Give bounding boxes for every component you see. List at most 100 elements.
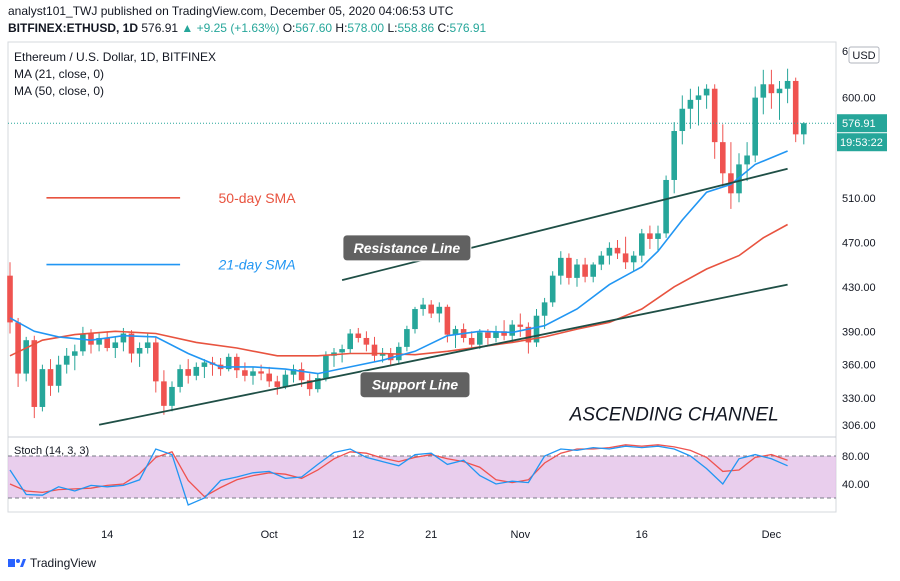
candle-body [655, 233, 661, 239]
candle-body [720, 142, 726, 174]
chart-legend-title[interactable]: Ethereum / U.S. Dollar, 1D, BITFINEX [14, 50, 217, 64]
low-label: L: [387, 21, 398, 35]
candle-body [47, 369, 54, 386]
x-tick-label: Dec [762, 529, 782, 541]
sma50-label: 50-day SMA [219, 190, 297, 206]
candle-body [15, 322, 21, 374]
open-label: O: [282, 21, 296, 35]
candle-body [31, 340, 38, 407]
candle-body [323, 355, 329, 379]
stoch-k-line [9, 445, 788, 506]
candle-body [169, 386, 175, 406]
ascending-channel-label: ASCENDING CHANNEL [569, 404, 779, 425]
candle-body [144, 342, 151, 348]
candle-body [517, 324, 524, 327]
candle-body [63, 355, 70, 365]
candle-body [622, 253, 629, 263]
candle-body [185, 369, 191, 376]
candle-body [420, 304, 426, 310]
high-label: H: [335, 21, 348, 35]
resistance-line [341, 167, 788, 281]
stoch-y-tick-label: 80.00 [842, 451, 870, 463]
ma50-line [9, 223, 788, 357]
ma21-line [9, 150, 788, 375]
candle-body [549, 275, 556, 303]
candle-body [752, 97, 758, 156]
open-value: 567.60 [295, 21, 333, 35]
legend-ma50[interactable]: MA (50, close, 0) [14, 84, 105, 98]
candle-body [339, 349, 345, 353]
price-tag [837, 114, 887, 133]
candle-body [501, 331, 507, 336]
candles-layer [7, 68, 807, 419]
x-tick-label: Nov [511, 529, 531, 541]
candle-body [387, 353, 394, 361]
candle-body [703, 88, 710, 96]
candle-body [128, 333, 135, 354]
candle-body [234, 356, 240, 371]
candle-body [412, 309, 418, 330]
candle-body [671, 131, 677, 180]
tradingview-logo[interactable]: TradingView [8, 556, 96, 570]
candle-body [647, 233, 653, 239]
resistance-callout-box [342, 234, 472, 262]
support-callout-box [359, 371, 471, 399]
candle-body [404, 329, 410, 347]
candle-body [695, 95, 702, 100]
y-tick-label: 360.00 [842, 360, 876, 372]
candle-body [201, 362, 208, 367]
stoch-layer: Stoch (14, 3, 3) [8, 444, 836, 506]
stoch-d-line [9, 444, 788, 498]
stoch-label: Stoch (14, 3, 3) [14, 445, 89, 457]
y-tick-label: 390.00 [842, 326, 876, 338]
y-tick-label: 600.00 [842, 93, 876, 105]
candle-body [639, 233, 645, 256]
x-tick-label: 16 [636, 529, 648, 541]
candle-body [112, 342, 119, 348]
candle-body [566, 257, 572, 278]
candle-body [776, 88, 783, 94]
candle-body [104, 337, 110, 348]
candle-body [574, 264, 580, 278]
y-tick-label-top: 6 [842, 46, 848, 58]
candle-body [153, 342, 159, 382]
candle-body [363, 337, 370, 345]
y-tick-label: 470.00 [842, 237, 876, 249]
currency-box [848, 46, 880, 64]
candle-body [436, 306, 443, 314]
candle-body [136, 347, 143, 354]
ohlc-line: BITFINEX:ETHUSD, 1D 576.91 ▲ +9.25 (+1.6… [8, 21, 486, 35]
candle-body [88, 333, 94, 345]
y-tick-label: 430.00 [842, 282, 876, 294]
candle-body [792, 80, 799, 135]
stoch-y-tick-label: 40.00 [842, 479, 870, 491]
candle-body [533, 315, 540, 343]
candle-body [590, 264, 596, 277]
candle-body [193, 366, 200, 376]
candle-body [120, 333, 127, 343]
resistance-callout: Resistance Line [354, 240, 461, 256]
candle-body [379, 353, 386, 356]
candle-body [290, 369, 297, 375]
legend-ma21[interactable]: MA (21, close, 0) [14, 67, 105, 81]
candle-body [55, 364, 62, 386]
countdown-tag [837, 133, 887, 152]
candle-body [485, 332, 491, 338]
axes-layer: 306.00 330.00 360.00 390.00 430.00 470.00 510.… [101, 46, 887, 541]
candle-body [509, 324, 515, 336]
candle-body [80, 333, 86, 352]
candle-body [161, 381, 167, 406]
tradingview-logo-icon [8, 559, 26, 567]
candle-body [7, 275, 13, 323]
candle-body [298, 369, 305, 381]
chart-frame [7, 41, 837, 513]
candle-body [541, 302, 548, 316]
candle-body [582, 264, 588, 277]
close-value: 576.91 [449, 21, 487, 35]
candle-body [242, 370, 248, 376]
y-tick-label: 306.00 [842, 420, 876, 432]
support-line [98, 283, 788, 426]
candle-body [355, 333, 362, 338]
candle-body [768, 84, 775, 94]
